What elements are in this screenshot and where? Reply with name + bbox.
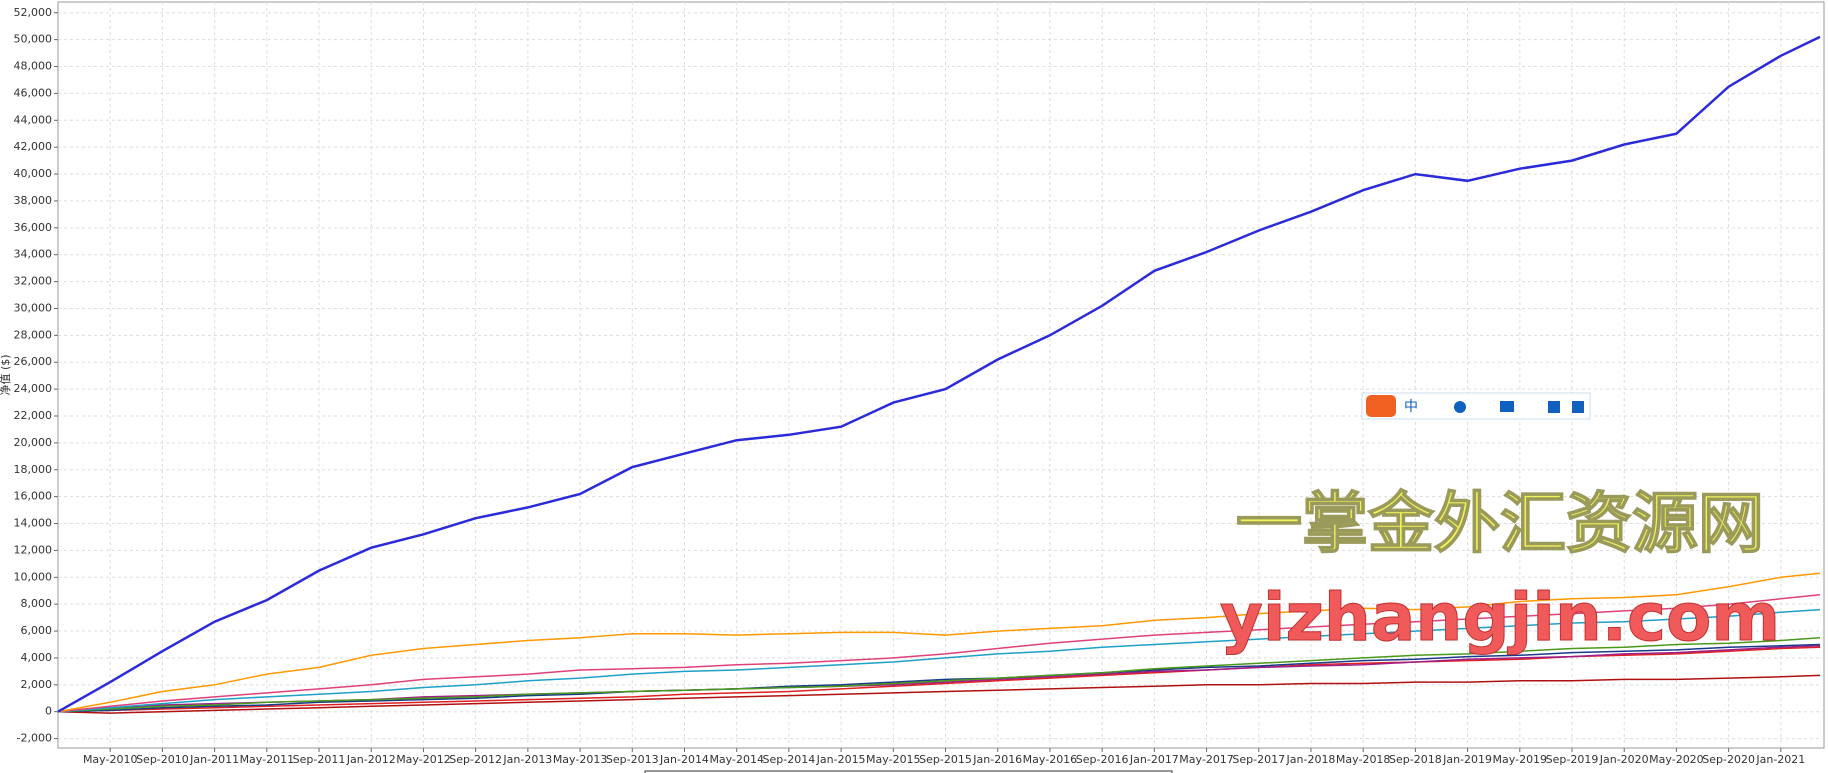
x-tick-label: Sep-2014: [763, 753, 816, 766]
x-tick-label: Jan-2015: [816, 753, 866, 766]
series-lines: [57, 35, 1821, 714]
series-line: [57, 608, 1821, 713]
x-tick-label: May-2012: [396, 753, 451, 766]
watermark: yizhangjin.com: [1220, 579, 1780, 656]
x-tick-label: May-2010: [83, 753, 138, 766]
y-tick-label: 38,000: [14, 194, 53, 207]
y-tick-label: 42,000: [14, 140, 53, 153]
y-tick-label: 10,000: [14, 570, 53, 583]
y-tick-label: 32,000: [14, 275, 53, 288]
y-tick-label: 44,000: [14, 113, 53, 126]
x-tick-label: Jan-2011: [189, 753, 239, 766]
series-line: [57, 637, 1821, 713]
ime-mode[interactable]: 中: [1404, 399, 1418, 415]
ime-icon[interactable]: [1572, 401, 1584, 413]
plot-area: [57, 1, 1825, 749]
ime-toolbar[interactable]: 中: [1361, 392, 1591, 420]
watermark: 一掌金外汇资源网: [1236, 485, 1764, 562]
x-tick-label: Jan-2019: [1442, 753, 1492, 766]
y-tick-label: 26,000: [14, 355, 53, 368]
ime-icon[interactable]: [1454, 401, 1466, 413]
y-tick-label: 6,000: [21, 624, 53, 637]
y-tick-label: 28,000: [14, 328, 53, 341]
x-tick-label: Jan-2016: [972, 753, 1022, 766]
y-tick-label: 8,000: [21, 597, 53, 610]
x-tick-label: Sep-2018: [1389, 753, 1442, 766]
series-line: [57, 674, 1821, 714]
y-tick-label: 16,000: [14, 490, 53, 503]
ime-logo: [1366, 395, 1396, 417]
x-tick-label: Jan-2017: [1129, 753, 1179, 766]
x-tick-label: May-2011: [240, 753, 295, 766]
series-line: [57, 594, 1821, 713]
x-tick-label: Sep-2011: [293, 753, 346, 766]
y-tick-label: 46,000: [14, 86, 53, 99]
x-tick-label: Sep-2013: [606, 753, 659, 766]
x-tick-label: Sep-2019: [1546, 753, 1599, 766]
series-line: [57, 572, 1821, 713]
x-tick-label: Sep-2012: [449, 753, 502, 766]
y-tick-label: 4,000: [21, 651, 53, 664]
y-tick-label: 40,000: [14, 167, 53, 180]
x-tick-label: May-2018: [1336, 753, 1391, 766]
y-tick-label: 34,000: [14, 248, 53, 261]
x-tick-label: Jan-2021: [1755, 753, 1805, 766]
x-tick-label: Sep-2016: [1076, 753, 1129, 766]
x-tick-label: Jan-2012: [346, 753, 396, 766]
x-tick-label: May-2020: [1649, 753, 1704, 766]
y-tick-label: 2,000: [21, 678, 53, 691]
x-tick-label: Sep-2020: [1702, 753, 1755, 766]
y-tick-label: 22,000: [14, 409, 53, 422]
y-tick-label: 0: [45, 705, 52, 718]
x-tick-label: Sep-2015: [919, 753, 972, 766]
series-line: [57, 35, 1821, 713]
ime-icon[interactable]: [1500, 401, 1514, 412]
y-tick-label: 24,000: [14, 382, 53, 395]
x-tick-label: Jan-2020: [1599, 753, 1649, 766]
y-tick-label: 50,000: [14, 33, 53, 46]
x-tick-label: May-2017: [1179, 753, 1234, 766]
y-tick-label: 20,000: [14, 436, 53, 449]
legend-box: [644, 770, 1173, 773]
y-tick-label: 18,000: [14, 463, 53, 476]
y-tick-label: 36,000: [14, 221, 53, 234]
y-tick-label: 12,000: [14, 543, 53, 556]
x-tick-label: Sep-2010: [136, 753, 189, 766]
y-axis-label: 净值 ($): [0, 354, 12, 395]
x-tick-label: May-2013: [553, 753, 608, 766]
y-tick-label: 48,000: [14, 60, 53, 73]
x-tick-label: Sep-2017: [1232, 753, 1285, 766]
series-line: [57, 643, 1821, 713]
series-line: [57, 646, 1821, 713]
x-tick-label: Jan-2018: [1286, 753, 1336, 766]
x-tick-label: May-2015: [866, 753, 921, 766]
x-tick-label: Jan-2013: [502, 753, 552, 766]
x-tick-label: May-2014: [709, 753, 764, 766]
x-tick-label: May-2019: [1493, 753, 1548, 766]
grid: [58, 2, 1824, 748]
x-tick-label: May-2016: [1023, 753, 1078, 766]
y-tick-label: 30,000: [14, 301, 53, 314]
x-tick-label: Jan-2014: [659, 753, 709, 766]
ime-icon[interactable]: [1548, 401, 1560, 413]
y-tick-label: -2,000: [17, 732, 52, 745]
y-tick-label: 14,000: [14, 517, 53, 530]
y-tick-label: 52,000: [14, 6, 53, 19]
